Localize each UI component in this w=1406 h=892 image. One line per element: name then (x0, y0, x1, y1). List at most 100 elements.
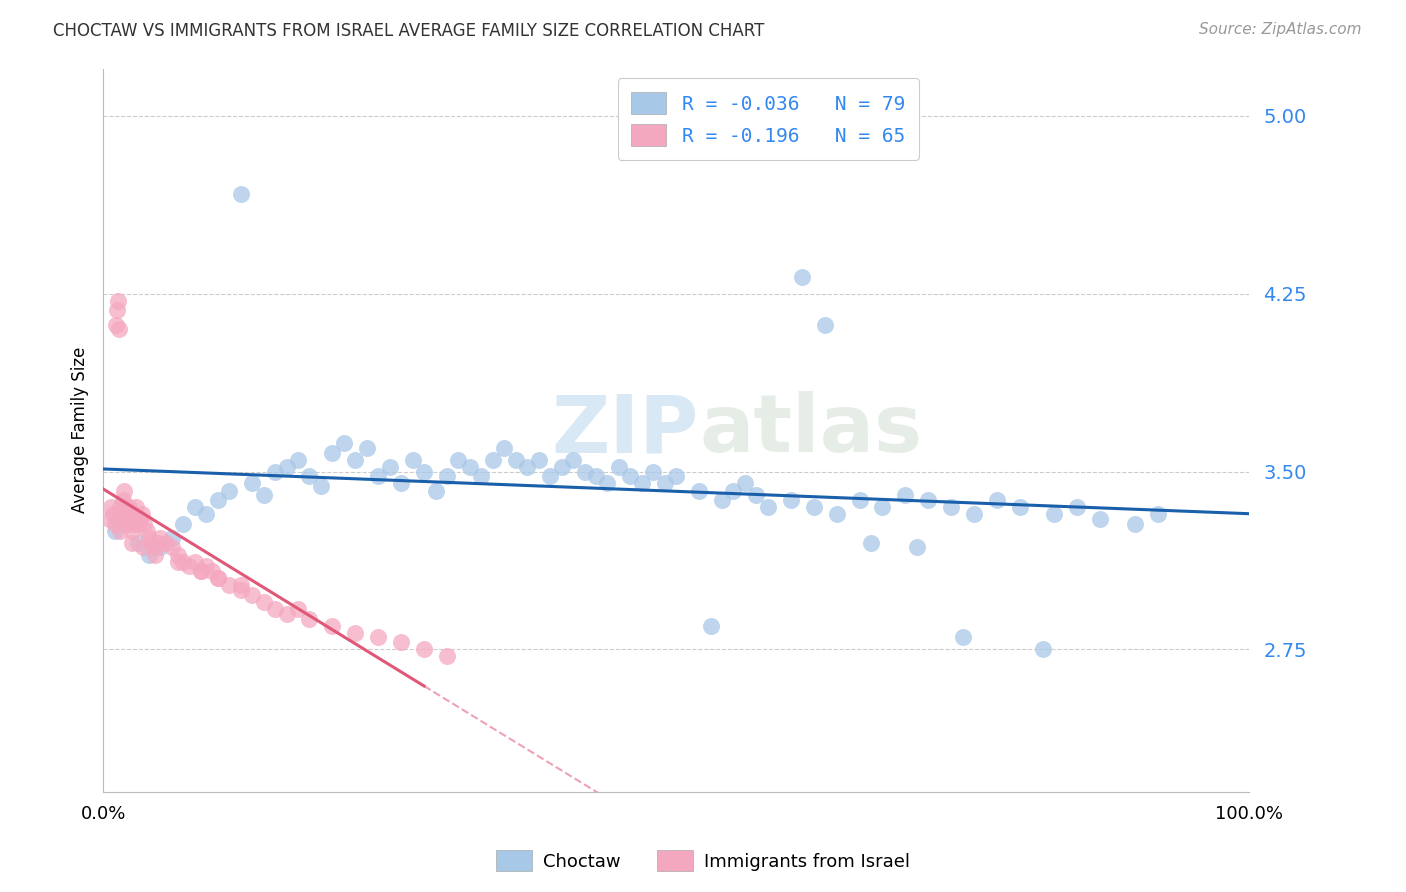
Point (117, 507, 139, 521)
Point (122, 516, 145, 531)
Point (814, 318, 837, 332)
Text: ZIP: ZIP (553, 391, 699, 469)
Point (114, 500, 136, 515)
Text: CHOCTAW VS IMMIGRANTS FROM ISRAEL AVERAGE FAMILY SIZE CORRELATION CHART: CHOCTAW VS IMMIGRANTS FROM ISRAEL AVERAG… (53, 22, 765, 40)
Point (120, 512, 142, 526)
Point (195, 507, 218, 521)
Point (756, 500, 779, 515)
Point (110, 524, 132, 538)
Point (527, 452, 550, 467)
Point (160, 531, 183, 545)
Point (321, 445, 343, 459)
Point (1090, 512, 1112, 526)
Point (207, 571, 229, 585)
Point (482, 452, 505, 467)
Point (574, 465, 596, 479)
Text: atlas: atlas (699, 391, 922, 469)
Point (121, 535, 143, 549)
Point (138, 531, 160, 545)
Point (190, 564, 212, 578)
Point (125, 500, 148, 515)
Point (494, 441, 516, 455)
Point (146, 535, 169, 549)
Point (333, 436, 356, 450)
Point (298, 469, 321, 483)
Point (195, 559, 218, 574)
Point (105, 303, 128, 318)
Point (104, 516, 127, 531)
Point (131, 507, 153, 521)
Point (172, 555, 194, 569)
Point (100, 500, 122, 515)
Point (104, 318, 127, 332)
Point (792, 270, 814, 285)
Point (917, 493, 939, 508)
Point (115, 516, 138, 531)
Point (149, 541, 172, 555)
Point (298, 611, 321, 625)
Point (986, 493, 1008, 508)
Point (252, 595, 274, 609)
Point (538, 469, 561, 483)
Point (699, 618, 721, 632)
Point (240, 588, 263, 602)
Point (389, 476, 412, 491)
Point (436, 649, 458, 664)
Point (344, 625, 367, 640)
Point (155, 535, 177, 549)
Point (141, 535, 163, 549)
Point (177, 559, 200, 574)
Point (425, 483, 447, 498)
Point (665, 469, 688, 483)
Point (132, 541, 155, 555)
Point (218, 483, 240, 498)
Point (135, 524, 157, 538)
Point (550, 459, 572, 474)
Point (356, 441, 378, 455)
Point (1146, 507, 1168, 521)
Point (108, 322, 131, 336)
Point (872, 500, 894, 515)
Point (963, 507, 986, 521)
Point (229, 578, 252, 592)
Point (97, 512, 120, 526)
Point (184, 500, 207, 515)
Point (229, 187, 252, 202)
Point (1043, 507, 1066, 521)
Point (166, 555, 188, 569)
Point (184, 555, 207, 569)
Point (905, 541, 928, 555)
Point (207, 571, 229, 585)
Point (111, 493, 134, 508)
Point (110, 512, 132, 526)
Point (1123, 516, 1146, 531)
Point (643, 465, 665, 479)
Point (607, 459, 630, 474)
Point (711, 493, 734, 508)
Point (218, 578, 240, 592)
Point (252, 488, 274, 502)
Point (723, 483, 745, 498)
Point (110, 500, 132, 515)
Point (505, 452, 527, 467)
Legend: R = -0.036   N = 79, R = -0.196   N = 65: R = -0.036 N = 79, R = -0.196 N = 65 (617, 78, 918, 160)
Point (367, 469, 389, 483)
Point (115, 512, 138, 526)
Point (190, 564, 212, 578)
Point (1032, 642, 1054, 657)
Point (734, 476, 756, 491)
Point (654, 476, 676, 491)
Point (264, 465, 287, 479)
Point (585, 469, 607, 483)
Point (240, 476, 263, 491)
Point (309, 479, 332, 493)
Text: Source: ZipAtlas.com: Source: ZipAtlas.com (1198, 22, 1361, 37)
Point (121, 524, 143, 538)
Point (276, 459, 298, 474)
Point (894, 488, 917, 502)
Point (1008, 500, 1031, 515)
Point (264, 602, 287, 616)
Point (128, 512, 150, 526)
Point (124, 507, 146, 521)
Point (104, 524, 127, 538)
